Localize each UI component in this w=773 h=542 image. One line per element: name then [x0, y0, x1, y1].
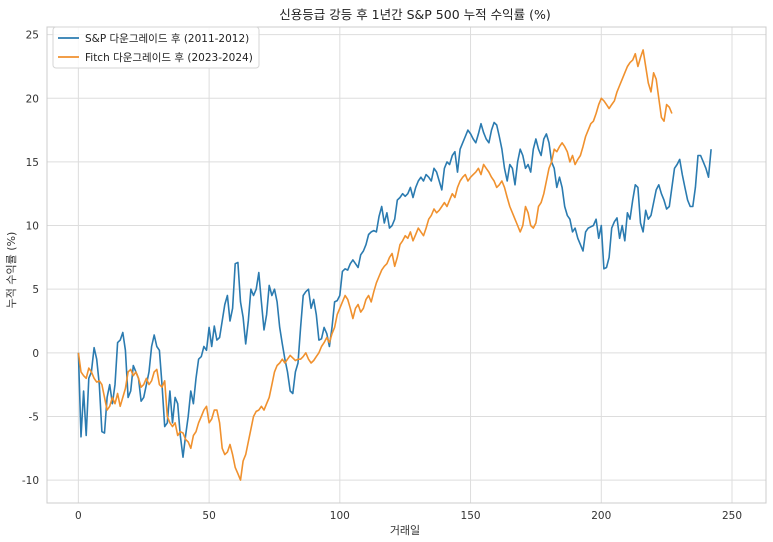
x-tick-label: 250 [722, 510, 742, 522]
y-tick-label: -5 [29, 411, 39, 423]
x-tick-label: 200 [591, 510, 611, 522]
y-tick-label: 5 [32, 284, 39, 296]
y-tick-label: 20 [26, 93, 39, 105]
y-axis-label: 누적 수익률 (%) [5, 232, 18, 309]
x-axis-label: 거래일 [390, 523, 420, 537]
x-tick-label: 50 [202, 510, 215, 522]
grid [47, 27, 766, 503]
chart-title: 신용등급 강등 후 1년간 S&P 500 누적 수익률 (%) [279, 7, 550, 22]
x-axis-ticks: 0 50 100 150 200 250 [75, 510, 742, 522]
legend-label-sp: S&P 다운그레이드 후 (2011-2012) [85, 33, 249, 45]
y-tick-label: -10 [22, 475, 39, 487]
y-tick-label: 25 [26, 30, 39, 42]
legend-box [52, 26, 260, 69]
legend-label-fitch: Fitch 다운그레이드 후 (2023-2024) [85, 52, 253, 64]
x-tick-label: 100 [330, 510, 350, 522]
y-tick-label: 10 [26, 221, 39, 233]
plot-border [46, 26, 767, 504]
series-line-fitch [77, 49, 673, 481]
x-tick-label: 0 [75, 510, 82, 522]
series-line-sp [77, 121, 712, 458]
y-axis-ticks: -10 -5 0 5 10 15 20 25 [22, 30, 39, 487]
x-tick-label: 150 [461, 510, 481, 522]
y-tick-label: 0 [32, 348, 39, 360]
legend: S&P 다운그레이드 후 (2011-2012) Fitch 다운그레이드 후 … [52, 26, 260, 69]
plot-area [46, 26, 767, 504]
y-tick-label: 15 [26, 157, 39, 169]
series-lines [77, 49, 712, 481]
